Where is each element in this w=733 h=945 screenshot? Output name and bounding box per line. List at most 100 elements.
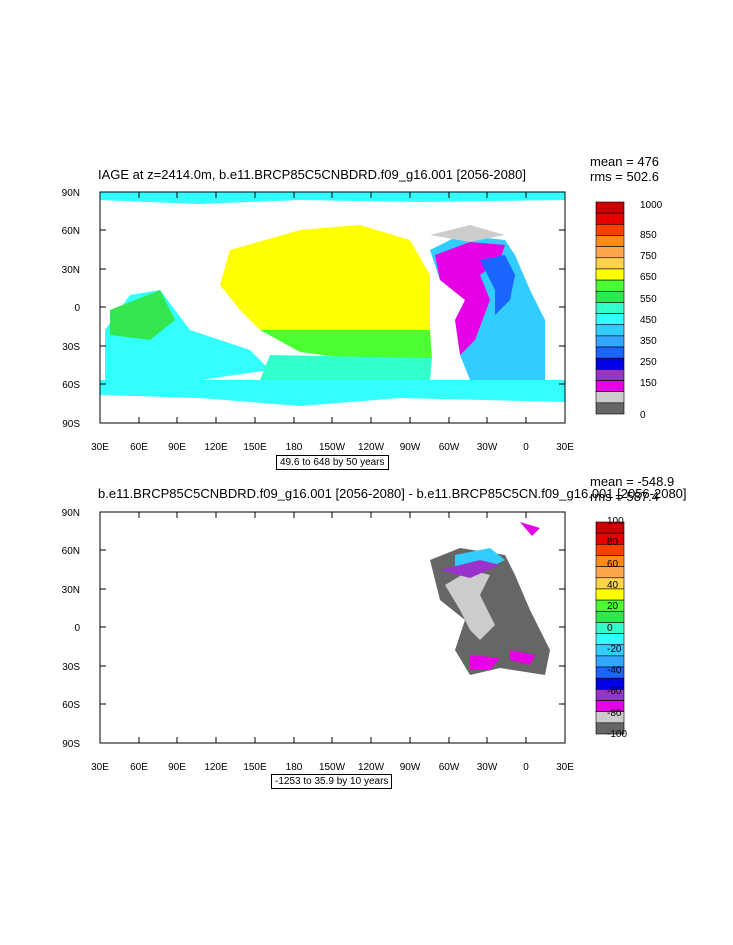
colorbar-swatch bbox=[595, 257, 625, 270]
panel-title: IAGE at z=2414.0m, b.e11.BRCP85C5CNBDRD.… bbox=[98, 167, 526, 182]
lon-label: 120W bbox=[358, 442, 385, 453]
map-panel-difference: b.e11.BRCP85C5CNBDRD.f09_g16.001 [2056-2… bbox=[0, 470, 733, 800]
lon-label: 150W bbox=[319, 442, 346, 453]
colorbar-swatch bbox=[595, 324, 625, 337]
colorbar-swatch bbox=[595, 290, 625, 303]
lon-label: 30E bbox=[91, 442, 109, 453]
colorbar-label: 20 bbox=[607, 601, 619, 612]
colorbar-swatch bbox=[595, 402, 625, 415]
colorbar-label: 100 bbox=[607, 516, 624, 527]
colorbar-label: 150 bbox=[640, 378, 657, 389]
rms-stat: rms = 502.6 bbox=[590, 169, 660, 184]
lat-label: 30S bbox=[62, 662, 80, 673]
colorbar-swatch bbox=[595, 302, 625, 314]
colorbar-swatch bbox=[595, 346, 625, 359]
lat-label: 0 bbox=[74, 623, 80, 634]
colorbar-label: 850 bbox=[640, 230, 657, 241]
lat-label: 60N bbox=[62, 546, 80, 557]
lat-label: 90N bbox=[62, 508, 80, 519]
colorbar-label: 60 bbox=[607, 559, 619, 570]
colorbar-swatch bbox=[595, 201, 625, 214]
lat-label: 30S bbox=[62, 342, 80, 353]
lon-label: 30W bbox=[477, 762, 498, 773]
colorbar-label: -60 bbox=[607, 686, 622, 697]
lon-label: 90E bbox=[168, 762, 186, 773]
lon-label: 0 bbox=[523, 762, 529, 773]
lon-label: 150E bbox=[243, 442, 267, 453]
colorbar-label: -20 bbox=[607, 644, 622, 655]
lon-label: 90W bbox=[400, 762, 421, 773]
colorbar-swatch bbox=[595, 268, 625, 281]
lon-label: 120E bbox=[204, 442, 228, 453]
lat-label: 60S bbox=[62, 380, 80, 391]
lon-label: 180 bbox=[286, 762, 303, 773]
axis-ticks bbox=[99, 511, 566, 744]
lon-label: 30E bbox=[556, 762, 574, 773]
axis-ticks bbox=[99, 191, 566, 424]
lon-label: 60W bbox=[439, 442, 460, 453]
lon-label: 150W bbox=[319, 762, 346, 773]
colorbar-swatch bbox=[595, 335, 625, 348]
rms-stat: rms = 587.4 bbox=[590, 489, 660, 504]
contour-info-box: -1253 to 35.9 by 10 years bbox=[271, 774, 393, 789]
lon-label: 30W bbox=[477, 442, 498, 453]
lon-label: 30E bbox=[556, 442, 574, 453]
map-plot-area: 90N 60N 30N 0 30S 60S 90S 30E 60E 90E 12… bbox=[62, 188, 575, 453]
colorbar-swatch bbox=[595, 279, 625, 292]
lat-label: 30N bbox=[62, 265, 80, 276]
lon-label: 90W bbox=[400, 442, 421, 453]
colorbar-swatch bbox=[595, 212, 625, 225]
colorbar: 100 80 60 40 20 0 -20 -40 -60 -80 -100 bbox=[595, 516, 627, 740]
colorbar-swatch bbox=[595, 610, 625, 623]
colorbar-label: 80 bbox=[607, 537, 619, 548]
colorbar-swatch bbox=[595, 235, 625, 247]
panel-title: b.e11.BRCP85C5CNBDRD.f09_g16.001 [2056-2… bbox=[98, 486, 687, 501]
lon-label: 180 bbox=[286, 442, 303, 453]
colorbar-label: 250 bbox=[640, 357, 657, 368]
lon-label: 30E bbox=[91, 762, 109, 773]
field-shapes bbox=[430, 522, 550, 675]
colorbar-swatch bbox=[595, 380, 625, 392]
colorbar-label: 40 bbox=[607, 580, 619, 591]
colorbar-swatch bbox=[595, 369, 625, 381]
colorbar-label: 350 bbox=[640, 336, 657, 347]
colorbar-swatch bbox=[595, 722, 625, 735]
map-panel-iage: IAGE at z=2414.0m, b.e11.BRCP85C5CNBDRD.… bbox=[0, 150, 733, 480]
colorbar-label: -80 bbox=[607, 708, 622, 719]
colorbar-label: 450 bbox=[640, 315, 657, 326]
colorbar: 1000 850 750 650 550 450 350 250 150 0 bbox=[595, 200, 663, 421]
colorbar-label: 0 bbox=[640, 410, 646, 421]
colorbar-swatch bbox=[595, 246, 625, 259]
lon-label: 0 bbox=[523, 442, 529, 453]
mean-stat: mean = -548.9 bbox=[590, 474, 675, 489]
lon-label: 90E bbox=[168, 442, 186, 453]
difference-map: 90N 60N 30N 0 30S 60S 90S 30E 60E 90E 12… bbox=[62, 508, 628, 773]
map-plot-area: 90N 60N 30N 0 30S 60S 90S 30E 60E 90E 12… bbox=[62, 508, 575, 773]
lat-label: 60N bbox=[62, 226, 80, 237]
iage-map: 90N 60N 30N 0 30S 60S 90S 30E 60E 90E 12… bbox=[62, 188, 663, 453]
lat-label: 90S bbox=[62, 739, 80, 750]
lon-label: 60W bbox=[439, 762, 460, 773]
lon-label: 120W bbox=[358, 762, 385, 773]
field-shapes bbox=[100, 192, 565, 406]
colorbar-label: 550 bbox=[640, 294, 657, 305]
lon-label: 150E bbox=[243, 762, 267, 773]
mean-stat: mean = 476 bbox=[590, 154, 660, 169]
colorbar-label: 750 bbox=[640, 251, 657, 262]
colorbar-label: -100 bbox=[607, 729, 627, 740]
lat-label: 30N bbox=[62, 585, 80, 596]
colorbar-swatch bbox=[595, 357, 625, 370]
colorbar-swatch bbox=[595, 391, 625, 404]
lon-label: 60E bbox=[130, 762, 148, 773]
contour-info-box: 49.6 to 648 by 50 years bbox=[276, 455, 389, 470]
colorbar-label: -40 bbox=[607, 665, 622, 676]
lat-label: 0 bbox=[74, 303, 80, 314]
colorbar-swatch bbox=[595, 224, 625, 236]
lat-label: 60S bbox=[62, 700, 80, 711]
lon-label: 120E bbox=[204, 762, 228, 773]
lon-label: 60E bbox=[130, 442, 148, 453]
lat-label: 90S bbox=[62, 419, 80, 430]
colorbar-label: 650 bbox=[640, 272, 657, 283]
colorbar-swatch bbox=[595, 313, 625, 326]
colorbar-label: 0 bbox=[607, 623, 613, 634]
